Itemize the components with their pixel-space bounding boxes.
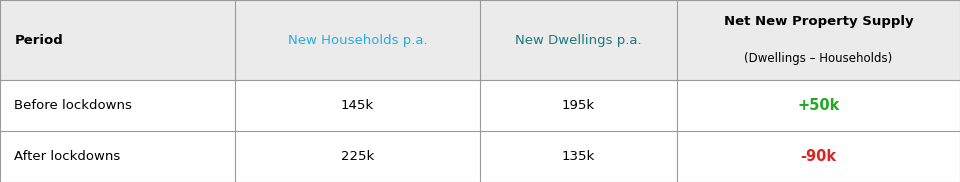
Text: 145k: 145k [341,99,374,112]
Text: 225k: 225k [341,150,374,163]
Text: (Dwellings – Households): (Dwellings – Households) [744,52,893,65]
Text: -90k: -90k [801,149,836,164]
Text: Before lockdowns: Before lockdowns [14,99,132,112]
Text: New Households p.a.: New Households p.a. [288,33,427,47]
Bar [0,80,960,131]
Text: 195k: 195k [562,99,595,112]
Text: Net New Property Supply: Net New Property Supply [724,15,913,28]
Text: +50k: +50k [797,98,840,113]
Text: Period: Period [14,33,63,47]
Text: New Dwellings p.a.: New Dwellings p.a. [516,33,641,47]
Bar [0,131,960,182]
Text: After lockdowns: After lockdowns [14,150,121,163]
Bar [0,0,960,80]
Text: 135k: 135k [562,150,595,163]
